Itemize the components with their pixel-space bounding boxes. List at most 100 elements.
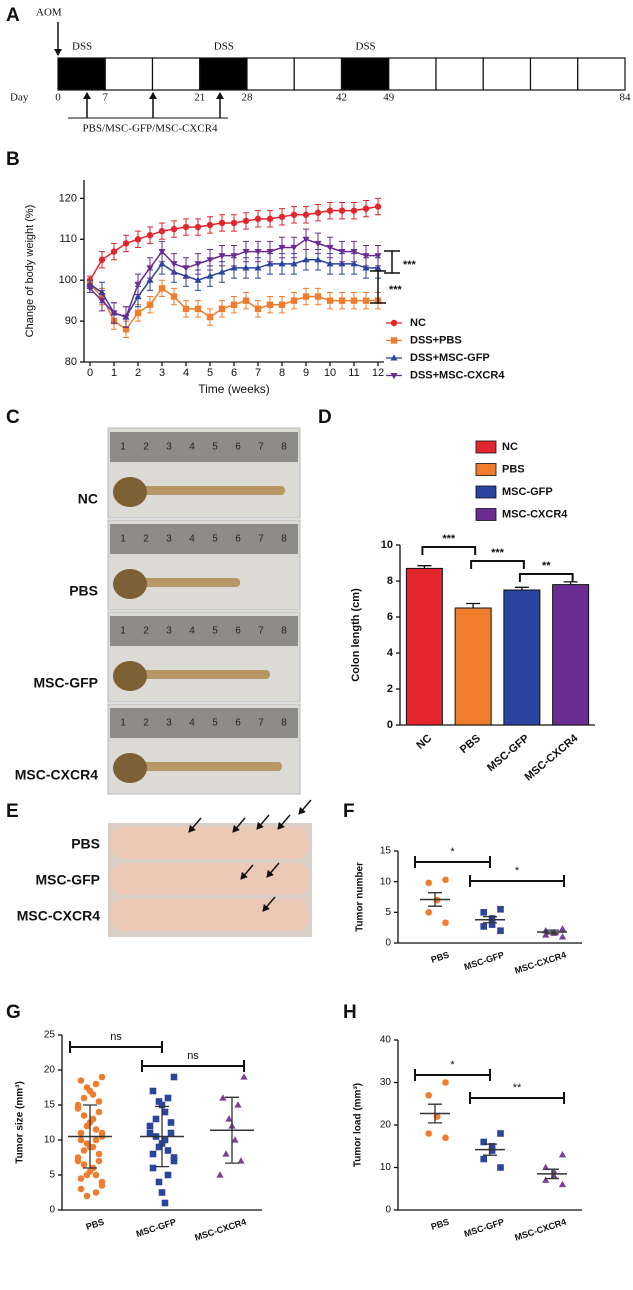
y-tick-label: 10 xyxy=(381,539,393,551)
marker xyxy=(158,1101,166,1109)
x-tick-label: 8 xyxy=(279,367,285,379)
marker xyxy=(266,301,274,308)
y-tick-label: 15 xyxy=(380,846,392,857)
marker xyxy=(362,205,370,212)
marker xyxy=(338,249,346,256)
x-tick-label: PBS xyxy=(430,950,451,965)
marker xyxy=(161,1136,169,1144)
marker xyxy=(497,1164,504,1171)
marker xyxy=(222,1150,230,1157)
marker xyxy=(225,1115,233,1122)
y-tick-label: 6 xyxy=(387,611,393,623)
marker xyxy=(314,240,322,248)
marker xyxy=(92,1126,100,1133)
error-bar xyxy=(514,586,529,590)
panel-label: A xyxy=(6,5,20,26)
legend-label: PBS xyxy=(502,463,525,475)
timeline-box xyxy=(482,57,532,91)
timeline-box xyxy=(57,57,106,91)
marker xyxy=(122,240,130,247)
marker xyxy=(194,223,202,231)
panel-label: B xyxy=(6,149,20,170)
marker xyxy=(77,1175,85,1182)
marker xyxy=(442,1079,449,1086)
ruler-number: 5 xyxy=(212,626,218,637)
marker xyxy=(167,1119,175,1126)
dss-label: DSS xyxy=(72,41,92,53)
y-tick-label: 80 xyxy=(65,356,77,368)
marker xyxy=(89,1091,97,1098)
timeline-box xyxy=(577,57,626,91)
ruler-number: 2 xyxy=(143,442,149,453)
dss-label: DSS xyxy=(214,41,234,53)
timeline-box xyxy=(340,57,390,91)
marker xyxy=(149,1164,157,1172)
marker xyxy=(338,260,346,267)
sample-label: MSC-GFP xyxy=(33,675,98,691)
y-tick-label: 90 xyxy=(65,315,77,327)
timeline-box xyxy=(435,57,484,91)
y-tick-label: 5 xyxy=(385,907,391,918)
marker xyxy=(134,292,142,300)
marker xyxy=(488,915,496,922)
timeline-box xyxy=(199,57,248,91)
marker xyxy=(374,203,382,210)
significance-bracket xyxy=(469,875,565,887)
marker xyxy=(158,260,166,267)
colon-strip xyxy=(110,899,310,931)
timeline-box xyxy=(151,57,201,91)
marker xyxy=(290,260,298,267)
ruler-number: 5 xyxy=(212,534,218,545)
x-tick-label: MSC-GFP xyxy=(135,1217,178,1239)
marker xyxy=(290,244,298,252)
marker xyxy=(254,264,262,271)
significance-label: *** xyxy=(442,533,456,545)
marker xyxy=(194,276,202,283)
y-tick-label: 15 xyxy=(44,1100,56,1111)
marker xyxy=(110,248,118,255)
y-tick-label: 2 xyxy=(387,683,393,695)
legend-swatch xyxy=(475,508,497,521)
marker xyxy=(155,1143,163,1151)
significance-label: ** xyxy=(513,1082,522,1094)
timeline-box xyxy=(388,57,437,91)
marker xyxy=(77,1136,85,1144)
colon-tail xyxy=(132,486,285,495)
marker xyxy=(161,1199,169,1207)
y-tick-label: 120 xyxy=(59,192,77,204)
ruler-number: 1 xyxy=(120,442,126,453)
marker xyxy=(83,1122,91,1130)
y-tick-label: 0 xyxy=(387,719,393,731)
x-tick-label: PBS xyxy=(458,732,483,756)
marker xyxy=(161,1108,169,1116)
x-tick-label: NC xyxy=(414,732,434,751)
panel-label: G xyxy=(6,1002,21,1023)
marker xyxy=(149,1087,157,1095)
marker xyxy=(95,1157,103,1165)
colon-cecum xyxy=(113,661,147,691)
colon-strip xyxy=(110,863,310,895)
x-tick-label: 1 xyxy=(111,367,117,379)
marker xyxy=(74,1105,82,1112)
marker xyxy=(326,207,334,214)
timeline-box xyxy=(293,57,343,91)
marker xyxy=(95,1150,103,1158)
y-tick-label: 100 xyxy=(59,274,77,286)
start-label: AOM xyxy=(36,7,62,19)
marker xyxy=(230,301,238,308)
error-bar xyxy=(545,929,559,935)
marker xyxy=(170,225,178,233)
marker xyxy=(170,1154,178,1161)
marker xyxy=(278,260,286,267)
x-tick-label: MSC-GFP xyxy=(485,732,532,774)
marker xyxy=(98,1182,106,1189)
significance-bracket xyxy=(370,270,386,304)
error-bar xyxy=(483,1143,497,1156)
y-tick-label: 40 xyxy=(380,1035,392,1046)
marker xyxy=(542,1176,550,1183)
marker xyxy=(350,260,358,267)
marker xyxy=(302,211,310,218)
x-tick-label: 10 xyxy=(324,367,336,379)
marker xyxy=(170,1157,178,1165)
y-tick-label: 10 xyxy=(380,1162,392,1173)
